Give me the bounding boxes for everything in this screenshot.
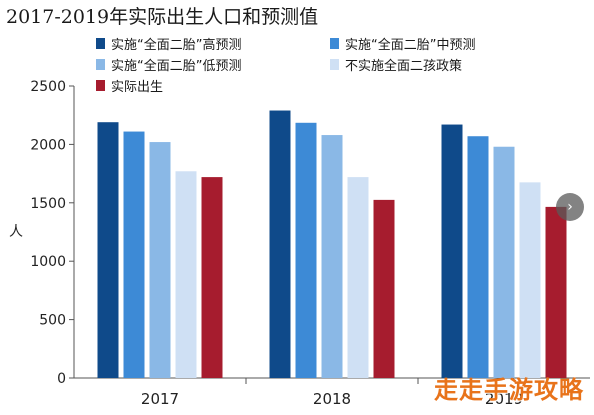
legend-swatch — [96, 58, 105, 70]
watermark: 走走手游攻略 — [434, 376, 584, 404]
y-tick-label: 1000 — [30, 254, 66, 270]
legend-label: 实施“全面二胎”高预测 — [111, 37, 242, 53]
y-axis-title: 人 — [9, 224, 23, 240]
bar — [441, 124, 463, 378]
bar — [175, 171, 197, 378]
legend-swatch — [330, 58, 339, 70]
bar — [123, 131, 145, 378]
legend-label: 实施“全面二胎”低预测 — [111, 58, 242, 74]
x-tick-label: 2019 — [485, 390, 523, 408]
bar — [467, 136, 489, 378]
bar — [321, 135, 343, 378]
legend-swatch — [96, 37, 105, 49]
y-tick-label: 500 — [39, 313, 66, 329]
legend-swatch — [96, 79, 105, 91]
bar — [97, 122, 119, 378]
bar — [519, 182, 541, 378]
bar — [545, 206, 567, 378]
legend: 实施“全面二胎”高预测 实施“全面二胎”中预测实施“全面二胎”低预测 不实施全面二孩… — [96, 34, 566, 95]
legend-label: 不实施全面二孩政策 — [345, 58, 463, 74]
y-tick-label: 0 — [57, 371, 66, 387]
legend-item: 不实施全面二孩政策 — [330, 55, 564, 74]
legend-swatch — [330, 37, 339, 49]
y-tick-label: 2000 — [30, 137, 66, 153]
bar — [201, 177, 223, 378]
x-tick-label: 2017 — [141, 390, 179, 408]
legend-item: 实施“全面二胎”中预测 — [330, 34, 564, 53]
bar — [373, 199, 395, 378]
y-tick-label: 1500 — [30, 196, 66, 212]
legend-item: 实际出生 — [96, 76, 330, 95]
y-tick-label: 2500 — [30, 79, 66, 95]
legend-label: 实施“全面二胎”中预测 — [345, 37, 476, 53]
bar — [347, 177, 369, 378]
legend-item: 实施“全面二胎”高预测 — [96, 34, 330, 53]
next-button[interactable]: › — [556, 193, 584, 221]
bar — [149, 142, 171, 378]
legend-label: 实际出生 — [111, 79, 164, 95]
bar — [493, 146, 515, 378]
bar — [295, 122, 317, 379]
bar — [269, 110, 291, 378]
chart-title: 2017-2019年实际出生人口和预测值 — [6, 6, 319, 28]
chevron-right-icon: › — [567, 199, 573, 215]
legend-item: 实施“全面二胎”低预测 — [96, 55, 330, 74]
x-tick-label: 2018 — [313, 390, 351, 408]
